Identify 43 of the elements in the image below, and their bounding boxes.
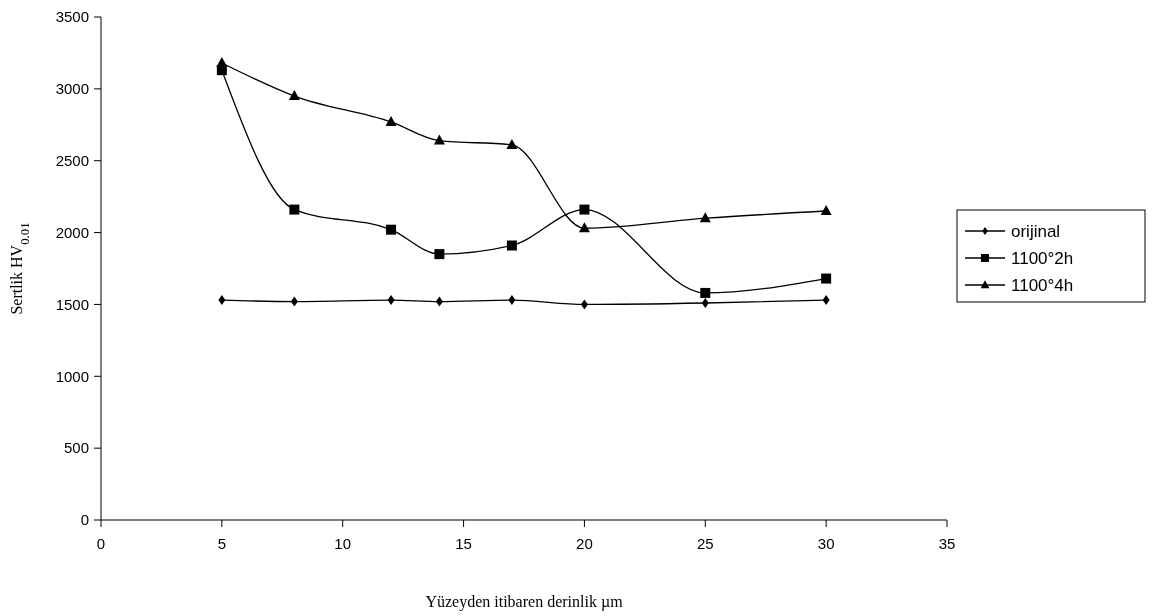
point bbox=[699, 212, 711, 223]
legend-label: orijinal bbox=[1011, 221, 1061, 241]
x-tick-label: 15 bbox=[455, 535, 472, 552]
y-tick-label: 2500 bbox=[55, 151, 89, 169]
point bbox=[385, 115, 397, 126]
point bbox=[218, 295, 226, 306]
y-tick-label: 3500 bbox=[55, 8, 89, 26]
point bbox=[821, 273, 832, 284]
point bbox=[386, 224, 397, 235]
point bbox=[506, 138, 518, 149]
point bbox=[820, 205, 832, 216]
x-tick-label: 10 bbox=[334, 535, 352, 552]
legend-label: 1100°2h bbox=[1011, 248, 1074, 268]
x-tick-label: 25 bbox=[696, 535, 714, 552]
y-tick-label: 0 bbox=[80, 511, 89, 529]
y-tick-label: 3000 bbox=[55, 80, 89, 98]
point bbox=[701, 297, 709, 308]
point bbox=[290, 296, 298, 307]
y-tick-label: 500 bbox=[63, 439, 89, 457]
y-tick-label: 2000 bbox=[55, 223, 89, 241]
point bbox=[580, 299, 588, 310]
point bbox=[289, 204, 300, 215]
point bbox=[700, 287, 711, 298]
point bbox=[216, 56, 228, 67]
x-tick-label: 20 bbox=[576, 535, 593, 552]
x-tick-label: 0 bbox=[96, 535, 106, 552]
x-tick-label: 30 bbox=[817, 535, 835, 552]
x-axis-title: Yüzeyden itibaren derinlik µm bbox=[425, 593, 624, 611]
point bbox=[508, 295, 516, 306]
point bbox=[433, 134, 445, 145]
point bbox=[578, 222, 590, 233]
point bbox=[288, 90, 300, 101]
legend-label: 1100°4h bbox=[1011, 275, 1074, 295]
point bbox=[434, 249, 445, 260]
point bbox=[579, 204, 590, 215]
y-tick-label: 1000 bbox=[55, 367, 89, 385]
x-tick-label: 5 bbox=[217, 535, 227, 552]
point bbox=[435, 296, 443, 307]
y-tick-label: 1500 bbox=[55, 295, 89, 313]
point bbox=[506, 240, 517, 251]
x-tick-label: 35 bbox=[938, 535, 956, 552]
point bbox=[822, 295, 830, 306]
point bbox=[387, 295, 395, 306]
